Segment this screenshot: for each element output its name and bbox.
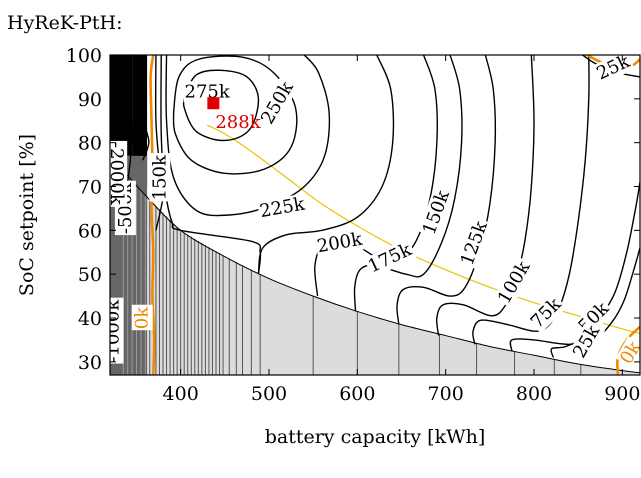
contour-label-bg <box>257 193 309 223</box>
contour-label-bg <box>493 256 536 309</box>
y-tick-label: 80 <box>78 133 102 155</box>
contour-label-left-bg <box>110 140 128 207</box>
contour-label-bg <box>314 228 366 258</box>
feasibility-boundary <box>110 155 640 374</box>
contour-label: 275k <box>185 81 231 102</box>
y-tick-label: 30 <box>78 352 102 374</box>
figure-title: HyReK-PtH: <box>7 12 123 34</box>
y-tick-label: 50 <box>78 264 102 286</box>
contour-label: 200k <box>315 229 364 258</box>
x-axis-label: battery capacity [kWh] <box>265 426 486 448</box>
contour-label-bg <box>568 320 606 363</box>
contour-label-bg <box>456 216 493 270</box>
contour-275k <box>182 69 260 142</box>
contour-label-bg <box>363 238 417 278</box>
contour-label-left: -2000k <box>106 142 127 206</box>
contour-label: 75k <box>527 293 567 333</box>
x-tick-label: 400 <box>163 383 199 405</box>
x-tick-label: 500 <box>251 383 287 405</box>
contour-200k <box>257 55 395 275</box>
contour-label: 125k <box>457 217 493 268</box>
contour-label: 25k <box>569 321 605 362</box>
contour-label: -1000k <box>103 299 124 363</box>
optimum-label: 288k <box>215 112 261 133</box>
contour-label-bg <box>592 55 635 85</box>
x-tick-label: 700 <box>428 383 464 405</box>
contour-label: 225k <box>258 193 307 222</box>
y-axis-label: SoC setpoint [%] <box>16 134 38 296</box>
contour-label-bg <box>110 297 124 364</box>
y-tick-label: 70 <box>78 177 102 199</box>
contour-label-zero: 0k <box>132 306 153 329</box>
contour-200k <box>160 55 262 275</box>
contour-250k <box>172 55 298 175</box>
contour-label-bg <box>418 185 455 239</box>
contour-label-zero-bg <box>615 336 640 369</box>
axes-frame <box>109 54 641 376</box>
contour-150k <box>353 55 463 312</box>
x-tick-label: 900 <box>604 383 640 405</box>
x-tick-label: 600 <box>339 383 375 405</box>
optimum-marker <box>207 97 220 110</box>
contour-label-bg <box>183 81 232 103</box>
y-tick-label: 90 <box>78 89 102 111</box>
x-tick-label: 800 <box>516 383 552 405</box>
contour-label-zero-bg <box>131 304 153 331</box>
contour-zero <box>149 55 156 375</box>
contour-125k <box>396 55 497 325</box>
contour-label-bg <box>149 153 171 202</box>
y-tick-label: 100 <box>66 45 102 67</box>
contour-150k-left <box>142 55 150 161</box>
contour-label-bg <box>525 292 567 334</box>
dense-contour-band-2 <box>132 55 148 187</box>
contour-label: 150k <box>419 187 455 238</box>
y-tick-label: 60 <box>78 220 102 242</box>
y-tick-label: 40 <box>78 308 102 330</box>
contour-label-bg <box>256 76 299 129</box>
contour-label: 150k <box>149 154 170 200</box>
